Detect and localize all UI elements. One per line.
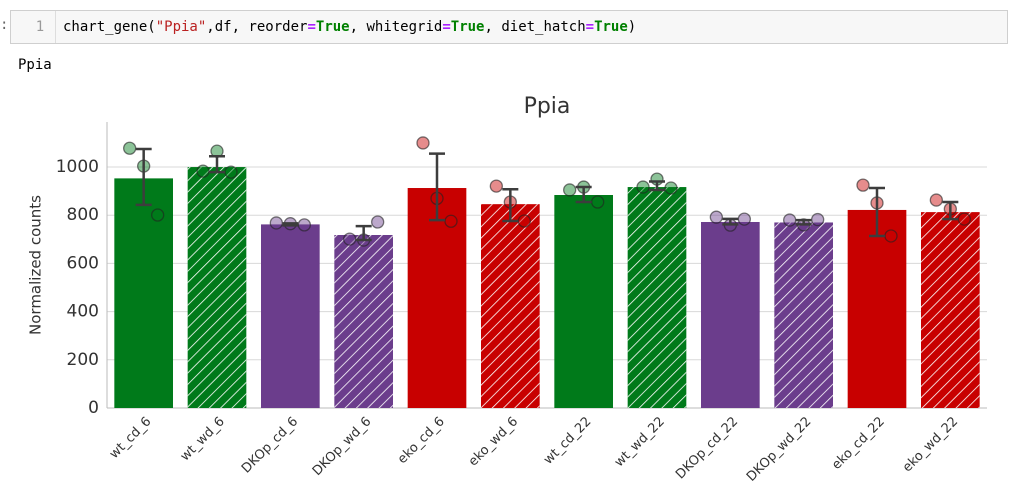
data-point: [269, 216, 283, 230]
error-bar: [282, 222, 299, 227]
bar: [554, 195, 613, 408]
data-point: [489, 179, 503, 193]
chart-title: Ppia: [524, 94, 571, 119]
code-token: chart_gene(: [63, 19, 156, 35]
data-point: [884, 229, 898, 243]
data-point: [416, 136, 430, 150]
data-point: [563, 183, 577, 197]
x-tick-label: eko_wd_22: [900, 414, 961, 475]
data-point: [929, 193, 943, 207]
y-axis-label: Normalized counts: [27, 195, 45, 335]
x-tick-label: eko_cd_22: [829, 414, 888, 473]
code-token: True: [594, 19, 628, 35]
bar: [334, 235, 393, 408]
data-point: [783, 213, 797, 227]
chart: Ppia Normalized counts 0 200 400 600 800 1000…: [27, 94, 987, 485]
x-tick-label: wt_wd_6: [178, 414, 228, 464]
code-token: ): [627, 19, 637, 35]
bar: [921, 212, 980, 408]
x-tick-label: DKOp_wd_22: [744, 414, 815, 485]
bar: [114, 178, 173, 408]
error-bar: [942, 200, 959, 221]
data-point: [517, 214, 531, 228]
x-tick-label: DKOp_cd_22: [673, 414, 741, 482]
data-point: [856, 178, 870, 192]
code-token: True: [315, 19, 350, 35]
bar: [847, 209, 907, 408]
y-tick-label: 400: [67, 302, 99, 322]
error-bar: [502, 187, 519, 223]
code-token: ,df, reorder: [206, 19, 308, 35]
y-tick-label: 0: [88, 398, 99, 418]
data-point: [737, 212, 751, 226]
x-tick-label: DKOp_wd_6: [310, 414, 375, 479]
data-point: [297, 218, 311, 232]
code-token: =: [442, 19, 451, 35]
code-token: True: [450, 19, 485, 35]
error-bar: [135, 147, 152, 207]
x-tick-label: DKOp_cd_6: [239, 414, 301, 476]
code-token: "Ppia": [155, 19, 207, 35]
data-point: [957, 212, 971, 226]
data-point: [444, 214, 458, 228]
error-bar: [722, 217, 739, 226]
y-tick-label: 1000: [56, 157, 99, 177]
error-bar: [575, 185, 592, 204]
code-token: =: [585, 19, 595, 35]
code-token: =: [307, 19, 316, 35]
y-tick-label: 200: [67, 350, 99, 370]
code-token: , diet_hatch: [484, 19, 586, 35]
data-point: [123, 141, 137, 155]
error-bar: [209, 154, 225, 174]
error-bar: [795, 218, 812, 226]
bar: [774, 222, 833, 408]
data-point: [811, 212, 825, 227]
x-tick-label: eko_cd_6: [395, 414, 448, 467]
y-tick-label: 800: [67, 205, 99, 225]
data-point: [371, 215, 385, 229]
prompt: :: [0, 17, 9, 33]
data-point: [196, 164, 210, 178]
x-tick-label: wt_cd_22: [541, 414, 595, 468]
bar: [187, 167, 247, 408]
bar: [481, 204, 540, 408]
data-point: [664, 181, 678, 195]
code-token: , whitegrid: [349, 19, 443, 35]
data-point: [224, 165, 238, 179]
error-bar: [355, 224, 372, 242]
bar: [701, 221, 760, 408]
y-tick-label: 600: [67, 253, 99, 273]
output-text: Ppia: [18, 57, 52, 73]
error-bar: [649, 180, 665, 192]
error-bar: [869, 186, 885, 238]
data-point: [591, 195, 605, 209]
data-point: [343, 232, 357, 246]
x-tick-label: eko_wd_6: [466, 414, 521, 469]
code: chart_gene("Ppia",df, reorder=True, whit…: [63, 11, 636, 43]
line-number: 1: [25, 11, 56, 43]
data-point: [151, 208, 165, 222]
error-bar: [429, 152, 445, 222]
x-tick-label: wt_wd_22: [612, 414, 668, 470]
data-point: [636, 180, 650, 194]
bar: [627, 187, 687, 408]
code-cell[interactable]: 1 chart_gene("Ppia",df, reorder=True, wh…: [10, 10, 1008, 44]
x-tick-label: wt_cd_6: [107, 414, 155, 462]
data-point: [709, 210, 723, 224]
bar: [261, 224, 320, 408]
